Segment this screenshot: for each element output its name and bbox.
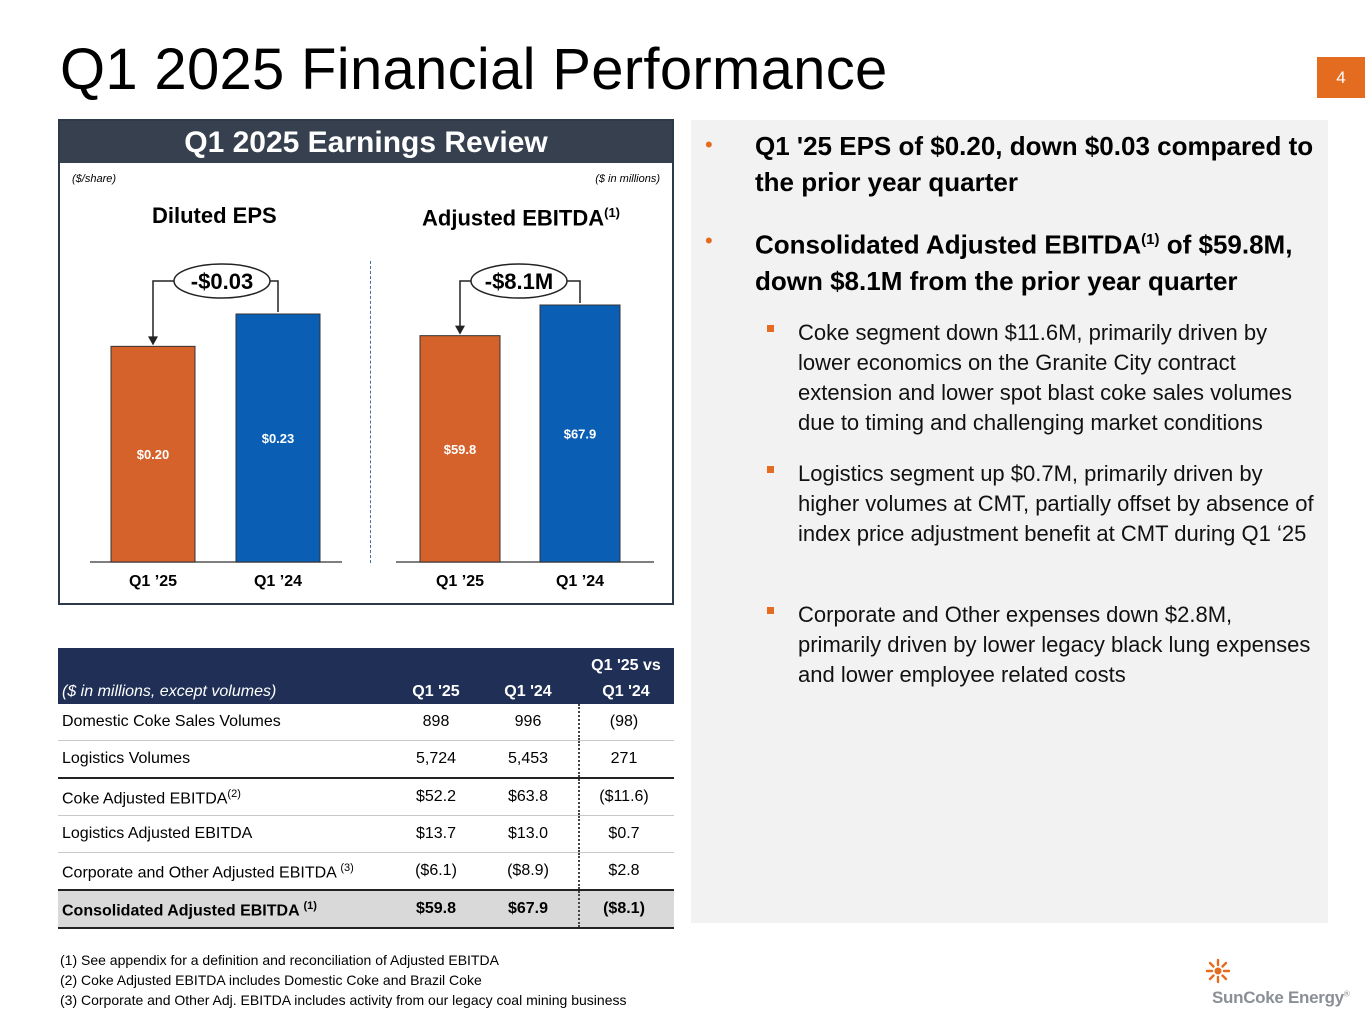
- table-header-label: ($ in millions, except volumes): [62, 683, 277, 700]
- row-label: Logistics Adjusted EBITDA: [62, 825, 253, 842]
- table-header-variance-2: Q1 '24: [602, 683, 650, 700]
- table-header-q124: Q1 '24: [504, 683, 552, 700]
- cell-c2: 996: [514, 713, 542, 730]
- category-label: Q1 ’25: [436, 573, 484, 590]
- row-label: Coke Adjusted EBITDA(2): [62, 788, 241, 808]
- table-header-q125: Q1 '25: [412, 683, 460, 700]
- sub-bullet-corporate: Corporate and Other expenses down $2.8M,…: [798, 602, 1311, 687]
- cell-c1: $59.8: [415, 900, 457, 917]
- sub-bullet-coke: Coke segment down $11.6M, primarily driv…: [798, 320, 1293, 435]
- bar-value-label: $0.23: [262, 431, 295, 446]
- category-label: Q1 ’24: [254, 573, 302, 590]
- eps-unit-label: ($/share): [72, 173, 117, 185]
- table-header-variance-1: Q1 '25 vs: [591, 657, 661, 674]
- table-row: Logistics Adjusted EBITDA $13.7 $13.0 $0.7: [58, 816, 674, 853]
- eps-chart-title: Diluted EPS: [152, 203, 277, 228]
- row-label: Logistics Volumes: [62, 750, 191, 767]
- delta-connector: [152, 280, 182, 339]
- earnings-review-panel: Q1 2025 Earnings Review ($/share) ($ in …: [58, 119, 674, 605]
- cell-c1: $52.2: [415, 788, 457, 805]
- delta-label: -$8.1M: [485, 269, 553, 294]
- footnote-2: (2) Coke Adjusted EBITDA includes Domest…: [60, 972, 482, 988]
- cell-c2: ($8.9): [507, 862, 549, 879]
- table-row: Consolidated Adjusted EBITDA (1) $59.8 $67…: [58, 891, 674, 929]
- table-row: Logistics Volumes 5,724 5,453 271: [58, 741, 674, 779]
- cell-c1: 898: [422, 713, 450, 730]
- cell-c1: ($6.1): [415, 862, 457, 879]
- bar-0: [110, 345, 196, 563]
- bar-1: [539, 304, 621, 563]
- chart-divider: [370, 261, 371, 563]
- cell-c3: ($11.6): [599, 788, 649, 805]
- sub-bullet-marker: [767, 607, 774, 614]
- cell-c2: 5,453: [507, 750, 549, 767]
- bar-value-label: $59.8: [444, 442, 477, 457]
- variance-divider: [578, 816, 580, 852]
- bar-charts: $0.20 Q1 ’25 $0.23 Q1 ’24 -$0.03 $59.8 Q1 ’25 $…: [90, 263, 654, 590]
- company-logo-text: SunCoke Energy®: [1212, 988, 1350, 1007]
- footnote-1: (1) See appendix for a definition and re…: [60, 952, 499, 968]
- page-number: 4: [1317, 57, 1365, 98]
- financial-table: ($ in millions, except volumes) Q1 '25 Q…: [58, 648, 674, 929]
- cell-c2: $13.0: [507, 825, 549, 842]
- sub-bullet-marker: [767, 466, 774, 473]
- commentary-panel: • Q1 '25 EPS of $0.20, down $0.03 compar…: [691, 120, 1328, 923]
- sub-bullet-logistics: Logistics segment up $0.7M, primarily dr…: [798, 461, 1314, 546]
- bullet-eps: Q1 '25 EPS of $0.20, down $0.03 compared…: [755, 131, 1314, 197]
- bar-value-label: $0.20: [137, 447, 170, 462]
- table-row: Domestic Coke Sales Volumes 898 996 (98): [58, 704, 674, 741]
- ebitda-unit-label: ($ in millions): [595, 173, 660, 185]
- bullet-ebitda: Consolidated Adjusted EBITDA(1) of $59.8…: [755, 229, 1293, 296]
- delta-bubble: [470, 263, 568, 299]
- variance-divider: [578, 779, 580, 815]
- table-header: ($ in millions, except volumes) Q1 '25 Q…: [58, 648, 674, 704]
- cell-c3: $2.8: [608, 862, 640, 879]
- cell-c3: (98): [609, 713, 639, 730]
- table-row: Coke Adjusted EBITDA(2) $52.2 $63.8 ($11.6): [58, 779, 674, 816]
- category-label: Q1 ’25: [129, 573, 177, 590]
- footnote-3: (3) Corporate and Other Adj. EBITDA incl…: [60, 992, 627, 1008]
- slide-title: Q1 2025 Financial Performance: [60, 37, 888, 102]
- bullet-dot: •: [705, 228, 713, 253]
- variance-divider: [578, 853, 580, 889]
- variance-divider: [578, 741, 580, 777]
- row-label: Domestic Coke Sales Volumes: [62, 713, 281, 730]
- bar-1: [235, 313, 321, 563]
- bar-0: [419, 335, 501, 563]
- sub-bullet-marker: [767, 325, 774, 332]
- ebitda-chart-title: Adjusted EBITDA(1): [422, 205, 621, 231]
- cell-c3: 271: [610, 750, 638, 767]
- cell-c1: 5,724: [415, 750, 457, 767]
- row-label: Corporate and Other Adjusted EBITDA (3): [62, 862, 354, 882]
- variance-divider: [578, 891, 580, 927]
- cell-c3: ($8.1): [603, 900, 645, 917]
- delta-arrow: [455, 325, 465, 335]
- cell-c2: $63.8: [507, 788, 549, 805]
- delta-bubble: [173, 263, 271, 299]
- earnings-review-header: Q1 2025 Earnings Review: [60, 121, 672, 163]
- variance-divider: [578, 704, 580, 740]
- delta-arrow: [148, 336, 158, 346]
- bullet-dot: •: [705, 132, 713, 157]
- row-label: Consolidated Adjusted EBITDA (1): [62, 900, 317, 920]
- table-body: Domestic Coke Sales Volumes 898 996 (98) Log…: [58, 704, 674, 929]
- cell-c1: $13.7: [415, 825, 457, 842]
- sun-icon: [1205, 958, 1231, 984]
- category-label: Q1 ’24: [556, 573, 604, 590]
- bar-value-label: $67.9: [564, 427, 597, 442]
- table-row: Corporate and Other Adjusted EBITDA (3) (…: [58, 853, 674, 891]
- cell-c3: $0.7: [608, 825, 640, 842]
- cell-c2: $67.9: [507, 900, 549, 917]
- delta-label: -$0.03: [191, 269, 253, 294]
